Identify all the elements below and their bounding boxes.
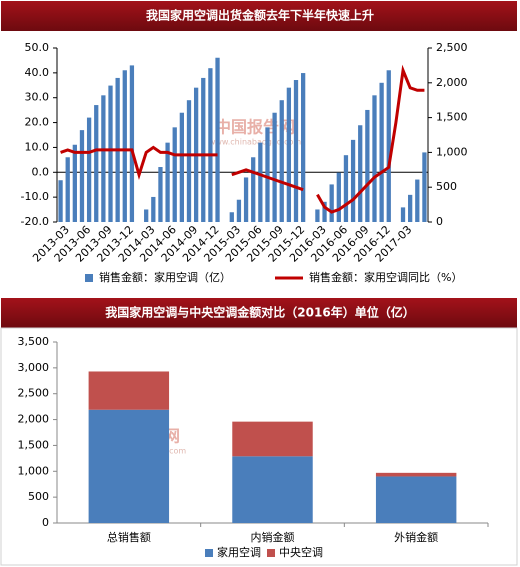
bar: [72, 144, 77, 222]
bar: [372, 95, 377, 222]
y-tick-label: 2,000: [18, 413, 50, 426]
bar: [265, 127, 270, 222]
y2-tick-label: 1,000: [436, 145, 468, 158]
bar: [144, 209, 149, 222]
bar: [301, 73, 306, 222]
y-tick-label: -10.0: [21, 190, 49, 203]
bar: [236, 199, 242, 222]
bar: [201, 77, 206, 222]
x-tick-label: 内销金额: [251, 530, 295, 544]
bar: [208, 68, 213, 223]
bar: [172, 127, 177, 222]
bar: [86, 117, 92, 222]
bar: [315, 209, 320, 222]
y-tick-label: 2,500: [18, 387, 50, 400]
y-tick-label: -20.0: [21, 215, 49, 228]
y-tick-label: 1,500: [18, 438, 50, 451]
bar: [229, 212, 234, 222]
bar: [79, 130, 85, 222]
bar: [243, 177, 249, 222]
y-tick-label: 0.0: [32, 165, 50, 178]
bar: [272, 112, 277, 222]
y2-tick-label: 0: [436, 215, 443, 228]
bar: [251, 157, 256, 222]
chart-title: 我国家用空调出货金额去年下半年快速上升: [146, 8, 374, 23]
bar-segment: [375, 472, 457, 477]
y2-tick-label: 2,000: [436, 76, 468, 89]
bar: [329, 184, 334, 222]
bar: [322, 201, 327, 222]
bar-segment: [375, 476, 457, 523]
bar: [258, 142, 263, 222]
bar: [293, 80, 299, 223]
title-banner: [1, 298, 517, 328]
bar: [108, 85, 113, 222]
bar: [186, 100, 192, 222]
legend-label: 销售金额：家用空调同比（%）: [309, 270, 462, 284]
bar: [415, 179, 420, 222]
bar: [422, 152, 427, 222]
bar-segment: [88, 371, 170, 410]
y-tick-label: 40.0: [25, 66, 50, 79]
bar: [151, 196, 156, 222]
bar: [386, 70, 391, 222]
y-tick-label: 1,000: [18, 464, 50, 477]
bar-segment: [232, 456, 313, 523]
title-banner: [1, 1, 517, 31]
y-tick-label: 0: [42, 516, 49, 529]
bar-segment: [88, 409, 170, 523]
y2-tick-label: 1,500: [436, 111, 468, 124]
bar: [94, 105, 99, 222]
chart-frame: [0, 327, 518, 566]
legend-swatch: [205, 549, 213, 557]
y-tick-label: 10.0: [25, 140, 50, 153]
y-tick-label: 3,500: [18, 335, 50, 348]
bar: [400, 207, 406, 222]
bar: [179, 112, 184, 222]
bar: [58, 180, 63, 222]
y-tick-label: 20.0: [25, 116, 50, 129]
bar: [122, 70, 127, 222]
bar: [379, 82, 384, 222]
bar: [165, 142, 170, 222]
bar: [279, 100, 284, 222]
bar: [408, 194, 413, 222]
legend-swatch: [85, 274, 93, 282]
legend-swatch: [267, 549, 275, 557]
y2-tick-label: 2,500: [436, 41, 468, 54]
bar: [365, 109, 370, 222]
legend-label: 中央空调: [279, 545, 323, 559]
bar: [158, 167, 163, 222]
bar: [101, 95, 106, 222]
bar: [65, 157, 70, 222]
line: [60, 64, 425, 214]
bar: [129, 65, 135, 223]
bar: [215, 57, 220, 222]
legend-label: 销售金额：家用空调（亿）: [99, 270, 231, 284]
bar: [336, 172, 341, 222]
bar: [358, 125, 363, 222]
y2-tick-label: 500: [436, 180, 457, 193]
bar: [343, 155, 349, 222]
bar: [350, 139, 356, 222]
y-tick-label: 500: [28, 490, 49, 503]
y-tick-label: 30.0: [25, 91, 50, 104]
bar-segment: [232, 421, 313, 457]
x-tick-label: 总销售额: [107, 530, 151, 544]
watermark-url: www.chinabaogao.com: [209, 138, 302, 147]
bar: [286, 87, 292, 222]
legend-label: 家用空调: [217, 545, 261, 559]
x-tick-label: 外销金额: [394, 530, 438, 544]
y-tick-label: 50.0: [25, 41, 50, 54]
chart-title: 我国家用空调与中央空调金额对比（2016年）单位（亿）: [105, 305, 414, 320]
y-tick-label: 3,000: [18, 361, 50, 374]
